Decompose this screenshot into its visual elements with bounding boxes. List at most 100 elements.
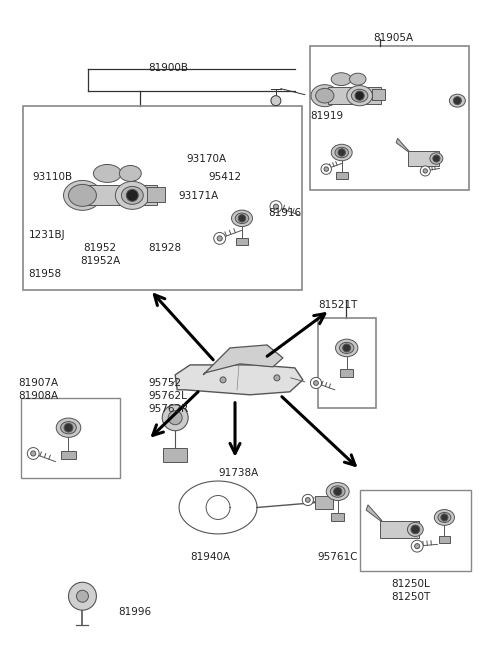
Bar (439, 536, 450, 543)
Circle shape (271, 96, 281, 105)
Circle shape (441, 514, 448, 521)
Circle shape (433, 155, 440, 162)
Ellipse shape (235, 213, 249, 223)
Text: 81250T: 81250T (392, 592, 431, 602)
Bar (315, 496, 333, 510)
Ellipse shape (115, 181, 149, 210)
Text: 93171A: 93171A (178, 191, 218, 201)
Polygon shape (175, 365, 303, 395)
Circle shape (420, 166, 430, 176)
Ellipse shape (330, 486, 345, 497)
Bar (380, 521, 419, 538)
Polygon shape (366, 505, 382, 521)
Text: 81928: 81928 (148, 243, 181, 253)
Text: 93170A: 93170A (186, 153, 226, 164)
Circle shape (313, 381, 318, 385)
Text: 81919: 81919 (310, 111, 343, 121)
Circle shape (64, 423, 73, 432)
Text: 81996: 81996 (119, 607, 152, 617)
Ellipse shape (315, 88, 334, 103)
Text: 95412: 95412 (208, 172, 241, 183)
Text: 91738A: 91738A (218, 468, 258, 477)
Text: 1231BJ: 1231BJ (29, 231, 65, 240)
Ellipse shape (336, 339, 358, 357)
Ellipse shape (56, 418, 81, 438)
Text: 81250L: 81250L (392, 579, 430, 590)
Ellipse shape (162, 405, 188, 431)
Bar (23, 105, 302, 290)
Bar (61, 451, 75, 459)
Circle shape (355, 91, 364, 100)
Text: 81900B: 81900B (148, 63, 188, 73)
Circle shape (217, 236, 222, 241)
Ellipse shape (69, 185, 96, 206)
Ellipse shape (63, 180, 101, 210)
Bar (310, 46, 469, 191)
Polygon shape (203, 345, 283, 375)
Circle shape (274, 204, 278, 209)
Circle shape (311, 377, 322, 388)
Text: 95761C: 95761C (318, 552, 358, 563)
Circle shape (27, 447, 39, 459)
Text: 81905A: 81905A (373, 33, 414, 43)
Ellipse shape (347, 86, 372, 105)
Bar (318, 318, 376, 408)
Circle shape (69, 582, 96, 610)
Circle shape (321, 164, 332, 174)
Bar (336, 172, 348, 179)
Bar (340, 369, 353, 377)
Bar (236, 238, 248, 245)
Circle shape (274, 375, 280, 381)
Ellipse shape (331, 73, 351, 86)
Circle shape (334, 487, 342, 496)
Circle shape (411, 525, 420, 534)
Ellipse shape (331, 144, 352, 160)
Ellipse shape (351, 89, 368, 102)
Circle shape (338, 149, 346, 157)
Text: 81521T: 81521T (318, 300, 357, 310)
Text: 81958: 81958 (29, 269, 62, 279)
Ellipse shape (430, 153, 443, 164)
Ellipse shape (335, 147, 348, 158)
Text: 81952A: 81952A (81, 256, 120, 266)
Ellipse shape (168, 411, 182, 424)
Ellipse shape (339, 343, 354, 354)
Text: 95762R: 95762R (148, 403, 189, 414)
Circle shape (238, 215, 246, 222)
Bar (408, 151, 439, 166)
Circle shape (126, 189, 138, 201)
Bar (163, 447, 187, 462)
Circle shape (214, 233, 226, 244)
Ellipse shape (94, 164, 121, 183)
Circle shape (220, 377, 226, 383)
Text: 81908A: 81908A (19, 391, 59, 401)
Bar (327, 87, 381, 104)
Bar (372, 89, 385, 100)
Circle shape (76, 590, 88, 602)
Circle shape (415, 544, 420, 549)
Text: 95752: 95752 (148, 378, 181, 388)
Ellipse shape (408, 523, 423, 536)
Ellipse shape (311, 84, 338, 107)
Circle shape (270, 200, 282, 213)
Text: 81940A: 81940A (190, 552, 230, 563)
Circle shape (305, 498, 310, 502)
Bar (360, 489, 471, 571)
Ellipse shape (121, 187, 144, 204)
Text: 95762L: 95762L (148, 391, 187, 401)
Ellipse shape (60, 422, 76, 434)
Ellipse shape (438, 512, 451, 523)
Text: 81907A: 81907A (19, 378, 59, 388)
Circle shape (454, 97, 461, 105)
Text: 93110B: 93110B (33, 172, 73, 183)
Circle shape (411, 540, 423, 552)
Circle shape (31, 451, 36, 456)
Bar (147, 187, 165, 202)
Circle shape (423, 169, 427, 173)
Ellipse shape (326, 483, 349, 500)
Ellipse shape (120, 166, 141, 181)
Circle shape (302, 495, 313, 506)
Ellipse shape (449, 94, 465, 107)
Circle shape (324, 167, 328, 172)
Bar (87, 185, 157, 206)
